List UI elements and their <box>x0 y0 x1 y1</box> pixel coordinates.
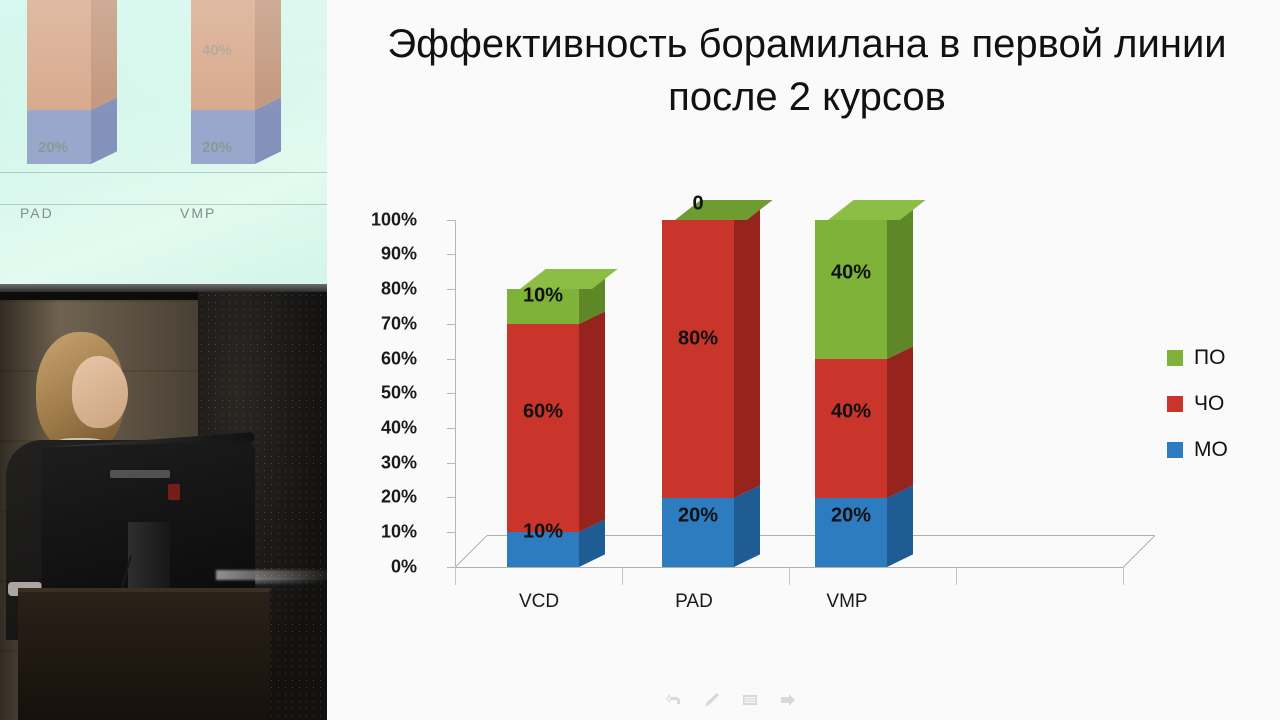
bar-label-vcd-mo: 10% <box>522 520 564 543</box>
video-panel[interactable]: 20% 20% 40% PAD VMP <box>0 0 327 720</box>
lecture-room-scene <box>0 292 327 720</box>
floor-right-edge <box>1122 535 1156 568</box>
bar-label-vmp-po: 40% <box>830 261 872 284</box>
projection-value-pad-blue: 20% <box>38 139 69 156</box>
projection-base-line <box>0 204 327 205</box>
y-tick-label: 80% <box>380 278 417 299</box>
legend-swatch-cho <box>1167 396 1183 412</box>
bar-segment-vcd-po[interactable] <box>507 269 618 324</box>
y-tick-label: 90% <box>380 243 417 264</box>
projection-bar-segment-orange <box>191 0 281 110</box>
projected-screen: 20% 20% 40% PAD VMP <box>0 0 327 292</box>
y-tick-label: 50% <box>380 382 417 403</box>
y-axis-tick <box>447 393 456 394</box>
bar-segment-vmp-po[interactable] <box>815 200 926 359</box>
floor-left-edge <box>454 535 488 568</box>
legend-swatch-po <box>1167 350 1183 366</box>
projection-bar-pad <box>27 0 117 164</box>
bar-label-vcd-po: 10% <box>522 284 564 307</box>
y-tick-label: 70% <box>380 313 417 334</box>
y-axis-tick <box>447 289 456 290</box>
chart-floor-plane: 10% 60% 10% VCD <box>454 192 1156 612</box>
y-tick-label: 100% <box>370 209 417 230</box>
bar-segment-pad-mo[interactable] <box>662 485 760 567</box>
projection-category-vmp: VMP <box>180 205 217 221</box>
y-axis-tick <box>447 324 456 325</box>
bar-pad[interactable]: 20% 80% 0 <box>662 192 773 567</box>
bar-label-vmp-cho: 40% <box>830 400 872 423</box>
y-axis-tick <box>447 428 456 429</box>
bar-segment-vmp-cho[interactable] <box>815 346 913 498</box>
desk-edge-highlight <box>186 578 326 584</box>
bar-label-pad-cho: 80% <box>677 327 719 350</box>
bar-segment-vcd-cho[interactable] <box>507 311 605 532</box>
x-category-vcd: VCD <box>518 591 560 612</box>
y-tick-label: 10% <box>380 521 417 542</box>
legend-swatch-mo <box>1167 442 1183 458</box>
y-axis-tick <box>447 497 456 498</box>
pen-icon[interactable] <box>703 692 721 708</box>
legend-label-po: ПО <box>1194 346 1226 369</box>
speaker-face <box>72 356 128 428</box>
x-category-vmp: VMP <box>826 591 868 612</box>
x-axis-tick <box>622 567 623 585</box>
projection-value-vmp-blue: 20% <box>202 139 233 156</box>
slide-area: Эффективность борамилана в первой линии … <box>327 0 1280 720</box>
bar-vmp[interactable]: 20% 40% 40% <box>815 196 926 567</box>
y-axis-tick <box>447 463 456 464</box>
legend-item-po[interactable]: ПО <box>1167 346 1277 370</box>
y-tick-label: 20% <box>380 486 417 507</box>
monitor-indicator <box>168 484 180 500</box>
chart-legend[interactable]: ПО ЧО МО <box>1167 346 1277 484</box>
y-axis-tick <box>447 359 456 360</box>
slide-title: Эффективность борамилана в первой линии … <box>387 22 1227 119</box>
y-axis-tick <box>447 254 456 255</box>
bar-segment-vmp-mo[interactable] <box>815 485 913 567</box>
projection-floor-line <box>0 172 327 173</box>
monitor-brand-mark <box>110 470 170 478</box>
bar-segment-vcd-mo[interactable] <box>507 519 605 567</box>
bar-label-vmp-mo: 20% <box>830 504 872 527</box>
projection-bar-segment-blue <box>27 97 117 164</box>
y-axis-tick <box>447 567 456 568</box>
x-axis-tick <box>1123 567 1124 585</box>
y-axis-labels: 100% 90% 80% 70% 60% 50% 40% 30% 20% 10%… <box>345 196 417 577</box>
y-tick-label: 0% <box>390 556 417 577</box>
bar-label-pad-mo: 20% <box>677 504 719 527</box>
presenter-toolbar[interactable] <box>665 692 797 708</box>
y-axis-tick <box>447 220 456 221</box>
y-tick-label: 40% <box>380 417 417 438</box>
bar-vcd[interactable]: 10% 60% 10% <box>507 196 618 567</box>
podium <box>18 592 270 720</box>
bar-label-pad-po: 0 <box>692 192 704 215</box>
projection-bar-segment-orange <box>27 0 117 110</box>
projection-category-pad: PAD <box>20 205 54 221</box>
bar-top-cap-vmp <box>815 200 926 220</box>
podium-light-strip <box>216 570 327 580</box>
projection-value-vmp-orange: 40% <box>202 42 233 59</box>
projection-bar-vmp <box>191 0 281 164</box>
next-icon[interactable] <box>779 692 797 708</box>
y-axis-tick <box>447 532 456 533</box>
legend-label-mo: МО <box>1194 438 1228 461</box>
projector-screen-frame <box>0 284 327 294</box>
legend-label-cho: ЧО <box>1194 392 1225 415</box>
undo-icon[interactable] <box>665 692 683 708</box>
y-tick-label: 60% <box>380 348 417 369</box>
x-axis-tick <box>956 567 957 585</box>
legend-item-mo[interactable]: МО <box>1167 438 1277 462</box>
bar-label-vcd-cho: 60% <box>522 400 564 423</box>
y-tick-label: 30% <box>380 452 417 473</box>
projection-bar-segment-blue <box>191 97 281 164</box>
x-axis-tick <box>789 567 790 585</box>
x-axis-tick <box>455 567 456 585</box>
bar-segment-pad-cho[interactable] <box>662 200 773 498</box>
x-category-pad: PAD <box>675 591 713 612</box>
legend-item-cho[interactable]: ЧО <box>1167 392 1277 416</box>
slides-icon[interactable] <box>741 692 759 708</box>
stacked-column-chart[interactable]: 100% 90% 80% 70% 60% 50% 40% 30% 20% 10%… <box>327 192 1280 666</box>
podium-top-edge <box>18 588 270 594</box>
